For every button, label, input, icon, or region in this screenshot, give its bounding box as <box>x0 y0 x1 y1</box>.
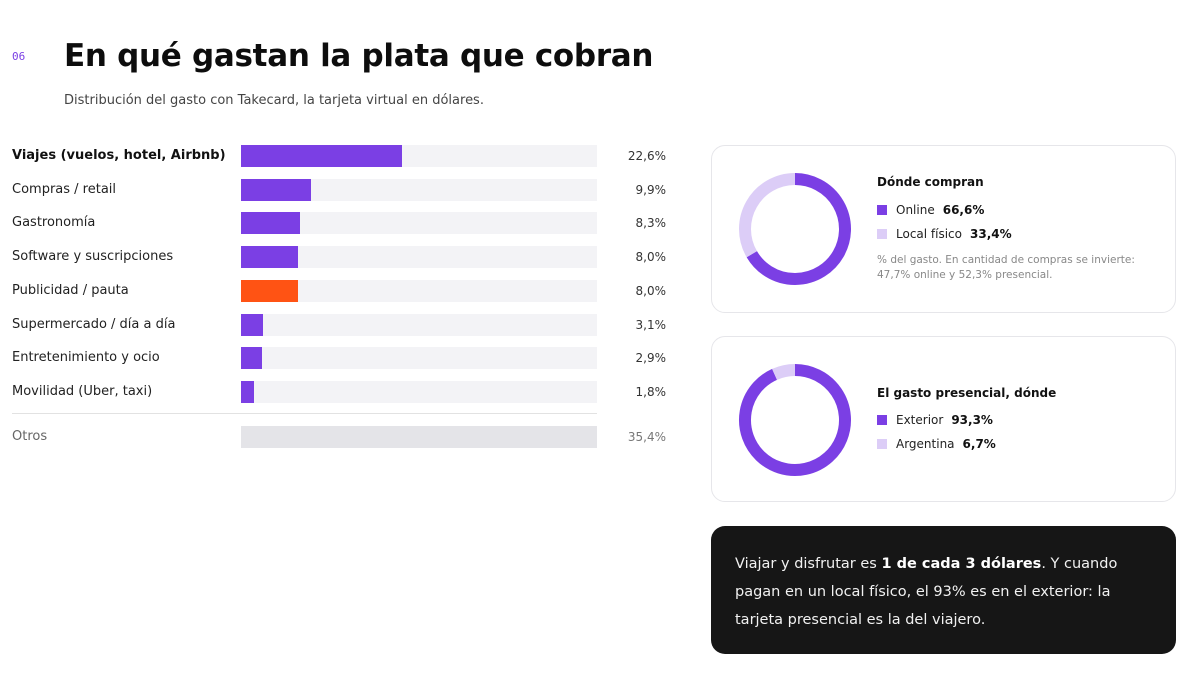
donut-in-person-spending <box>739 364 851 476</box>
legend-item-argentina: Argentina 6,7% <box>877 437 996 451</box>
bar-value-label: 9,9% <box>635 183 667 197</box>
page-title: En qué gastan la plata que cobran <box>64 38 654 74</box>
bar-value-label: 35,4% <box>627 430 666 444</box>
bar-label: Entretenimiento y ocio <box>12 350 160 365</box>
bar-label: Movilidad (Uber, taxi) <box>12 384 153 399</box>
donut-slice-local-f-sico <box>739 173 796 258</box>
bar-track <box>241 212 597 234</box>
card-in-person-spending: El gasto presencial, dónde Exterior 93,3… <box>711 336 1176 502</box>
bar-value-label: 3,1% <box>635 318 667 332</box>
bar-track <box>241 179 597 201</box>
legend-item-exterior: Exterior 93,3% <box>877 413 993 427</box>
donut-slice-exterior <box>739 364 851 476</box>
bar-label: Viajes (vuelos, hotel, Airbnb) <box>12 148 226 163</box>
card-title: El gasto presencial, dónde <box>877 386 1057 400</box>
bar-track <box>241 246 597 268</box>
card-title: Dónde compran <box>877 175 984 189</box>
donut-slice-argentina <box>772 364 796 380</box>
callout-text: Viajar y disfrutar es <box>735 556 882 572</box>
bar-value-label: 2,9% <box>635 351 667 365</box>
bar-value-label: 8,0% <box>635 250 667 264</box>
donut-where-they-buy <box>739 173 851 285</box>
bar-value-label: 1,8% <box>635 385 667 399</box>
legend-value: 6,7% <box>962 437 996 451</box>
legend-value: 66,6% <box>942 203 985 217</box>
bar <box>241 212 301 234</box>
card-where-they-buy: Dónde compran Online 66,6% Local físico … <box>711 145 1176 313</box>
callout-box: Viajar y disfrutar es 1 de cada 3 dólare… <box>711 526 1176 654</box>
donut-slice-online <box>746 173 851 285</box>
callout-emphasis: 1 de cada 3 dólares <box>881 556 1042 572</box>
spending-bar-chart: Viajes (vuelos, hotel, Airbnb) 22,6% Compr… <box>12 145 667 448</box>
bar-track <box>241 314 597 336</box>
card-note: % del gasto. En cantidad de compras se i… <box>877 254 1135 281</box>
bar <box>241 381 254 403</box>
bar-track <box>241 347 597 369</box>
others-divider <box>12 413 597 414</box>
legend-swatch <box>877 439 887 449</box>
legend-swatch <box>877 415 887 425</box>
bar-label: Software y suscripciones <box>12 249 174 264</box>
bar <box>241 280 298 302</box>
bar-label: Publicidad / pauta <box>12 283 129 298</box>
bar-track <box>241 381 597 403</box>
legend-swatch <box>877 205 887 215</box>
legend-item-online: Online 66,6% <box>877 203 984 217</box>
legend-label: Argentina <box>896 437 955 451</box>
bar-value-label: 8,0% <box>635 284 667 298</box>
legend-item-local-fisico: Local físico 33,4% <box>877 227 1012 241</box>
bar <box>241 347 262 369</box>
bar-label: Otros <box>12 429 48 444</box>
legend-value: 93,3% <box>951 413 993 427</box>
bar-value-label: 8,3% <box>635 216 667 230</box>
bar <box>241 426 597 448</box>
callout-text-end: . Y cuando pagan en un local físico, el … <box>735 556 1118 628</box>
bar-label: Gastronomía <box>12 215 96 230</box>
page-subtitle: Distribución del gasto con Takecard, la … <box>64 93 484 108</box>
legend-swatch <box>877 229 887 239</box>
section-number: 06 <box>12 50 26 63</box>
bar <box>241 179 312 201</box>
bar <box>241 145 402 167</box>
bar <box>241 246 298 268</box>
bar-value-label: 22,6% <box>627 149 666 163</box>
bar-track <box>241 426 597 448</box>
bar-label: Supermercado / día a día <box>12 317 176 332</box>
legend-value: 33,4% <box>970 227 1012 241</box>
bar-track <box>241 145 597 167</box>
legend-label: Exterior <box>896 413 944 427</box>
bar <box>241 314 264 336</box>
bar-track <box>241 280 597 302</box>
legend-label: Local físico <box>896 227 962 241</box>
bar-label: Compras / retail <box>12 182 117 197</box>
legend-label: Online <box>896 203 935 217</box>
